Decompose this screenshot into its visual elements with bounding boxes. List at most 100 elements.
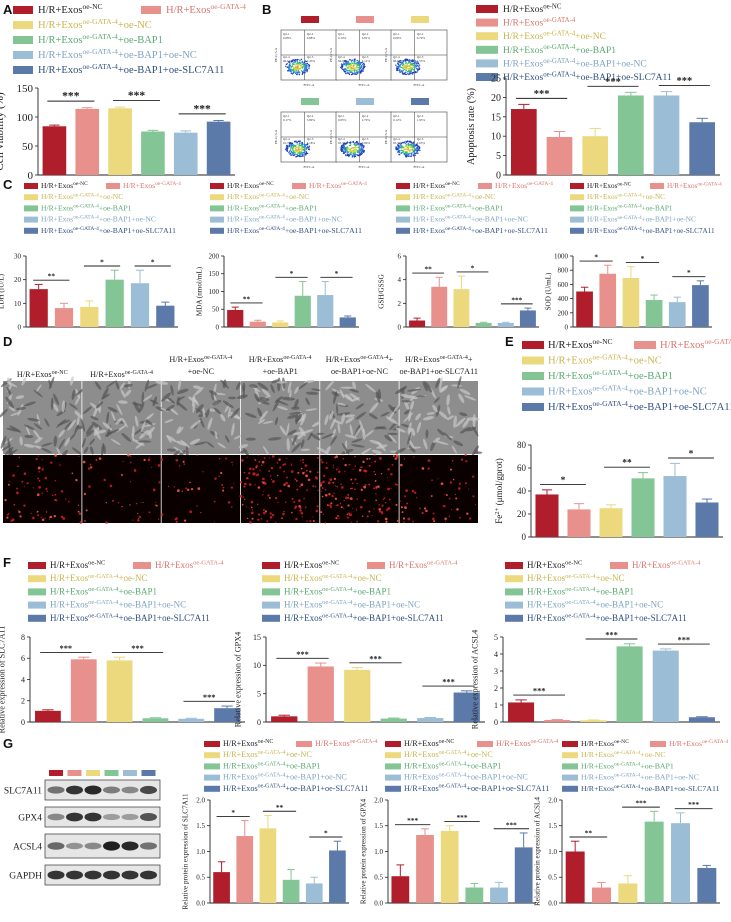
y-tick-label: 3 <box>494 667 498 676</box>
flow-event <box>407 155 410 157</box>
fluorescence-spot <box>270 478 273 481</box>
y-tick-label: 0 <box>18 323 22 331</box>
fluorescence-spot <box>4 498 7 502</box>
bar-4 <box>475 322 492 327</box>
blot-band <box>84 870 102 880</box>
fluorescence-spot <box>109 484 113 488</box>
fluorescence-spot <box>290 470 294 473</box>
y-tick-label: 0 <box>398 323 402 331</box>
cell-shape <box>148 430 152 439</box>
fluorescence-spot <box>16 491 18 493</box>
flow-event <box>413 145 415 148</box>
cell-shape <box>245 437 256 441</box>
legend-label: H/R+Exosoe-GATA-4+oe-BAP1 <box>38 32 163 46</box>
flow-event <box>299 155 301 158</box>
cell-shape <box>90 415 99 421</box>
cell-shape <box>27 417 40 422</box>
fluorescence-spot <box>344 463 347 467</box>
fluorescence-spot <box>249 467 252 470</box>
quadrant-value: 3.89% <box>307 118 316 122</box>
flow-event <box>359 149 362 151</box>
fluorescence-spot <box>350 478 353 481</box>
flow-event <box>360 146 363 149</box>
fluorescence-spot <box>336 514 340 518</box>
fluorescence-spot <box>38 479 41 482</box>
fluorescence-spot <box>140 502 142 504</box>
cell-shape <box>195 404 204 414</box>
cell-shape <box>268 437 282 441</box>
bar-6 <box>692 285 709 327</box>
legend-label: H/R+Exosoe-GATA-4 <box>389 560 458 570</box>
flow-event <box>405 69 407 72</box>
fluorescence-spot <box>348 514 350 516</box>
flow-event <box>348 73 351 76</box>
flow-event <box>354 70 356 73</box>
fluorescence-spot <box>173 486 176 488</box>
legend-swatch <box>204 752 220 759</box>
cell-shape <box>380 412 390 417</box>
fluorescence-spot <box>339 502 342 505</box>
flow-event <box>308 63 310 66</box>
flow-event <box>355 69 358 72</box>
flow-event <box>357 149 360 152</box>
fluorescence-spot <box>258 460 261 463</box>
fluorescence-spot <box>374 473 377 476</box>
flow-event <box>285 147 288 149</box>
quadrant-value: 2.12% <box>362 59 371 63</box>
fluorescence-spot <box>157 518 160 521</box>
flow-event <box>402 141 404 144</box>
cell-shape <box>289 411 302 415</box>
cell-shape <box>8 406 16 412</box>
flow-event <box>288 68 290 71</box>
fluorescence-spot <box>266 520 269 523</box>
flow-event <box>404 150 407 153</box>
flow-event <box>412 64 414 67</box>
fluorescence-spot <box>378 507 381 511</box>
fluorescence-spot <box>343 507 345 509</box>
flow-event <box>351 156 354 158</box>
flow-event <box>293 67 295 69</box>
legend-label: H/R+Exosoe-GATA-4 <box>155 560 224 570</box>
fluorescence-spot <box>282 512 285 516</box>
fluorescence-spot <box>49 515 53 519</box>
fluorescence-spot <box>298 499 301 503</box>
y-axis-label: Cell viability (%) <box>0 92 6 171</box>
cell-shape <box>298 426 306 437</box>
y-tick-label: 5 <box>257 689 261 698</box>
fluorescence-spot <box>142 501 144 504</box>
legend-label: H/R+Exosoe-GATA-4 <box>496 739 558 748</box>
significance-label: *** <box>511 295 522 304</box>
flow-event <box>285 65 287 67</box>
fluorescence-spot <box>85 509 88 512</box>
cell-shape <box>211 400 222 406</box>
quadrant-value: 0.08% <box>283 36 292 40</box>
flow-event <box>409 155 411 157</box>
flow-event <box>301 72 304 75</box>
fluorescence-spot <box>378 510 382 513</box>
flow-event <box>347 67 349 69</box>
flow-event <box>356 71 358 73</box>
flow-event <box>358 69 360 71</box>
flow-event <box>403 142 405 144</box>
bar-3 <box>108 108 132 175</box>
cell-shape <box>139 430 149 439</box>
fluorescence-spot <box>383 497 386 499</box>
fluorescence-spot <box>309 520 312 523</box>
micrograph-label: H/R+Exosoe-NC <box>17 370 68 379</box>
fluorescence-spot <box>138 515 142 519</box>
flow-event <box>300 64 302 67</box>
cell-shape <box>336 403 339 415</box>
flow-event <box>356 59 358 62</box>
fluorescence-spot <box>321 495 324 498</box>
fluorescence-spot <box>302 472 305 475</box>
flow-event <box>412 149 414 151</box>
cell-shape <box>281 396 296 401</box>
flow-event <box>399 60 401 62</box>
micrograph-column-1: H/R+Exosoe-NC <box>0 370 87 524</box>
flow-event <box>347 148 349 150</box>
cell-shape <box>256 399 270 405</box>
bar-6 <box>339 317 356 327</box>
fluorescence-spot <box>186 488 190 491</box>
fluorescence-spot <box>312 516 314 518</box>
cell-shape <box>287 381 292 394</box>
